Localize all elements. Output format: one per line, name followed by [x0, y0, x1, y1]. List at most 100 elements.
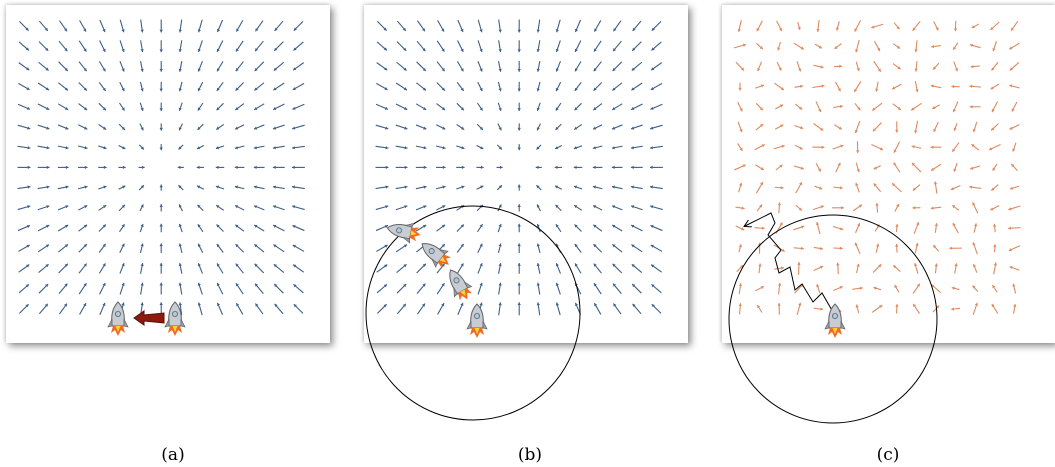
field-arrow: [79, 302, 87, 315]
field-arrow: [735, 225, 745, 231]
field-arrow: [216, 302, 224, 315]
field-arrow: [235, 282, 244, 295]
field-arrow: [476, 123, 484, 131]
field-arrow: [496, 144, 503, 150]
field-arrow: [37, 103, 50, 111]
field-arrow: [812, 145, 825, 149]
field-arrow: [611, 145, 623, 150]
field-arrow: [253, 165, 265, 170]
field-arrow: [292, 244, 305, 252]
field-arrow: [234, 124, 245, 130]
field-arrow: [477, 243, 483, 253]
field-arrow: [953, 61, 958, 72]
field-arrow: [477, 19, 483, 33]
field-arrow: [18, 283, 30, 294]
field-arrow: [215, 124, 225, 130]
field-arrow: [593, 302, 602, 315]
field-arrow: [38, 61, 49, 71]
field-arrow: [1011, 101, 1018, 112]
field-arrow: [197, 302, 203, 316]
field-arrow: [273, 283, 284, 294]
field-arrow: [58, 283, 68, 294]
field-arrow: [972, 263, 978, 273]
field-arrow: [651, 41, 662, 51]
field-arrow: [18, 82, 30, 91]
field-arrow: [98, 204, 107, 211]
field-arrow: [873, 286, 882, 291]
field-arrow: [990, 83, 1000, 90]
field-arrow: [436, 224, 446, 232]
field-arrow: [954, 263, 958, 274]
field-arrow: [833, 286, 843, 292]
field-arrow: [914, 120, 919, 134]
field-arrow: [375, 224, 389, 232]
field-arrow: [497, 81, 502, 92]
field-arrow: [159, 282, 163, 295]
field-arrow: [969, 185, 982, 190]
field-arrow: [235, 82, 245, 92]
field-arrow: [649, 124, 663, 130]
field-arrow: [416, 61, 427, 72]
field-arrow: [197, 40, 203, 53]
field-arrow: [99, 40, 106, 53]
field-arrow: [894, 203, 900, 212]
field-arrow: [456, 81, 465, 92]
field-arrow: [395, 145, 408, 150]
field-arrow: [775, 164, 783, 171]
field-arrow: [1012, 142, 1017, 152]
caption-a: (a): [161, 445, 185, 465]
field-arrow: [118, 123, 126, 131]
field-arrow: [253, 205, 265, 211]
zigzag-trajectory: [745, 212, 834, 313]
field-arrow: [272, 103, 285, 111]
field-arrow: [98, 145, 107, 150]
field-arrow: [892, 63, 901, 70]
field-arrow: [631, 263, 643, 273]
field-arrow: [37, 82, 50, 91]
field-arrow: [754, 144, 766, 151]
field-arrow: [376, 283, 388, 294]
field-arrow: [197, 243, 204, 253]
field-arrow: [436, 61, 446, 72]
field-arrow: [415, 103, 427, 111]
field-arrow: [477, 102, 483, 111]
field-arrow: [892, 264, 901, 272]
field-arrow: [813, 246, 823, 251]
field-arrow: [574, 61, 582, 72]
panel-c-vector-field: [722, 5, 1055, 343]
field-arrow: [536, 243, 541, 254]
rocket-icon: [466, 303, 488, 339]
field-arrow: [972, 202, 979, 214]
field-arrow: [991, 284, 998, 293]
field-arrow: [793, 165, 804, 170]
field-arrow: [292, 62, 305, 71]
field-arrow: [555, 81, 562, 92]
field-arrow: [437, 20, 445, 32]
field-arrow: [178, 262, 183, 274]
field-arrow: [119, 282, 125, 295]
field-arrow: [536, 123, 541, 131]
rocket-icon: [415, 235, 456, 274]
field-arrow: [197, 263, 203, 274]
field-arrow: [178, 184, 184, 191]
field-arrow: [631, 41, 642, 52]
field-arrow: [17, 224, 31, 232]
field-arrow: [274, 20, 284, 32]
field-arrow: [971, 23, 979, 29]
field-arrow: [272, 185, 285, 190]
field-arrow: [854, 102, 861, 111]
field-arrow: [932, 244, 940, 252]
field-arrow: [234, 145, 245, 150]
field-arrow: [756, 20, 763, 32]
field-arrow: [555, 223, 562, 233]
field-arrow: [649, 145, 663, 150]
field-arrow: [991, 303, 999, 314]
field-arrow: [254, 40, 264, 52]
field-arrow: [854, 20, 862, 32]
field-arrow: [235, 263, 244, 274]
field-arrow: [914, 61, 918, 72]
field-arrow: [651, 21, 662, 31]
field-arrow: [855, 61, 860, 72]
field-arrow: [951, 84, 960, 89]
